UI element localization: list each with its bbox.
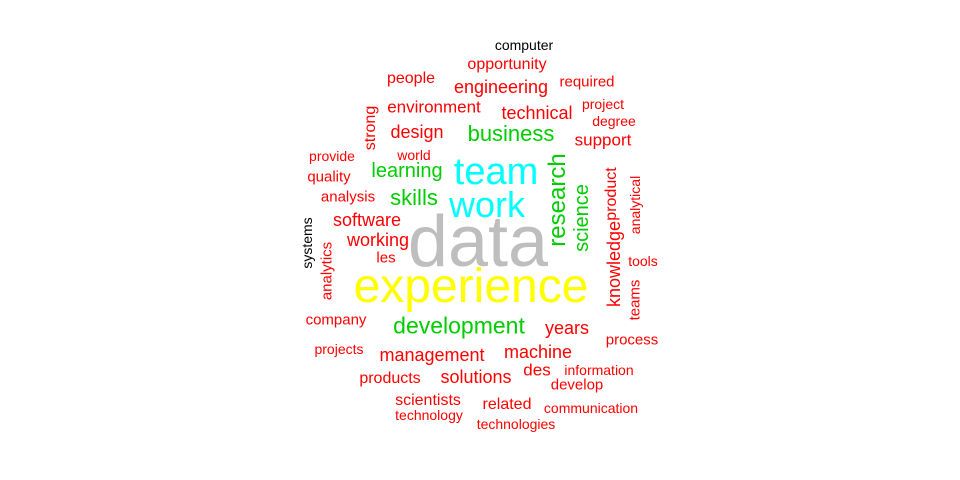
word-projects: projects xyxy=(314,341,364,357)
word-analytical: analytical xyxy=(627,175,643,235)
word-years: years xyxy=(544,318,590,338)
word-information: information xyxy=(564,362,634,378)
word-analytics: analytics xyxy=(318,241,336,301)
word-les: les xyxy=(376,249,396,267)
word-learning: learning xyxy=(371,160,443,182)
word-engineering: engineering xyxy=(453,77,549,97)
word-solutions: solutions xyxy=(440,367,512,387)
word-design: design xyxy=(390,122,444,142)
word-development: development xyxy=(393,312,525,339)
word-machine: machine xyxy=(503,342,573,362)
word-process: process xyxy=(605,331,659,349)
word-analysis: analysis xyxy=(320,188,376,206)
word-products: products xyxy=(359,370,421,387)
word-product: product xyxy=(603,167,620,221)
word-team: team xyxy=(453,151,539,193)
word-business: business xyxy=(467,121,555,146)
word-quality: quality xyxy=(307,168,351,186)
word-project: project xyxy=(581,96,625,112)
word-tools: tools xyxy=(628,253,658,269)
word-software: software xyxy=(332,210,402,230)
word-support: support xyxy=(574,130,632,150)
word-develop: develop xyxy=(550,376,604,394)
word-knowledge: knowledge xyxy=(604,220,624,308)
word-people: people xyxy=(386,70,436,87)
word-strong: strong xyxy=(362,105,379,151)
word-data: data xyxy=(407,202,549,282)
word-experience: experience xyxy=(353,260,589,313)
word-company: company xyxy=(305,311,367,329)
word-computer: computer xyxy=(494,37,554,53)
word-required: required xyxy=(559,73,615,91)
word-skills: skills xyxy=(390,185,438,210)
word-science: science xyxy=(571,184,593,252)
word-technology: technology xyxy=(395,407,463,423)
word-communication: communication xyxy=(543,400,639,416)
word-world: world xyxy=(397,147,431,163)
word-teams: teams xyxy=(626,279,644,321)
word-work: work xyxy=(448,184,526,225)
word-technical: technical xyxy=(501,103,573,123)
word-opportunity: opportunity xyxy=(467,56,547,73)
word-provide: provide xyxy=(309,148,355,164)
word-des: des xyxy=(523,360,551,380)
word-scientists: scientists xyxy=(395,392,461,409)
word-environment: environment xyxy=(387,97,481,117)
word-related: related xyxy=(482,396,532,413)
word-research: research xyxy=(544,153,571,247)
word-technologies: technologies xyxy=(476,416,556,432)
word-working: working xyxy=(346,230,410,250)
word-systems: systems xyxy=(299,217,315,269)
word-management: management xyxy=(379,345,485,365)
word-degree: degree xyxy=(592,113,636,129)
